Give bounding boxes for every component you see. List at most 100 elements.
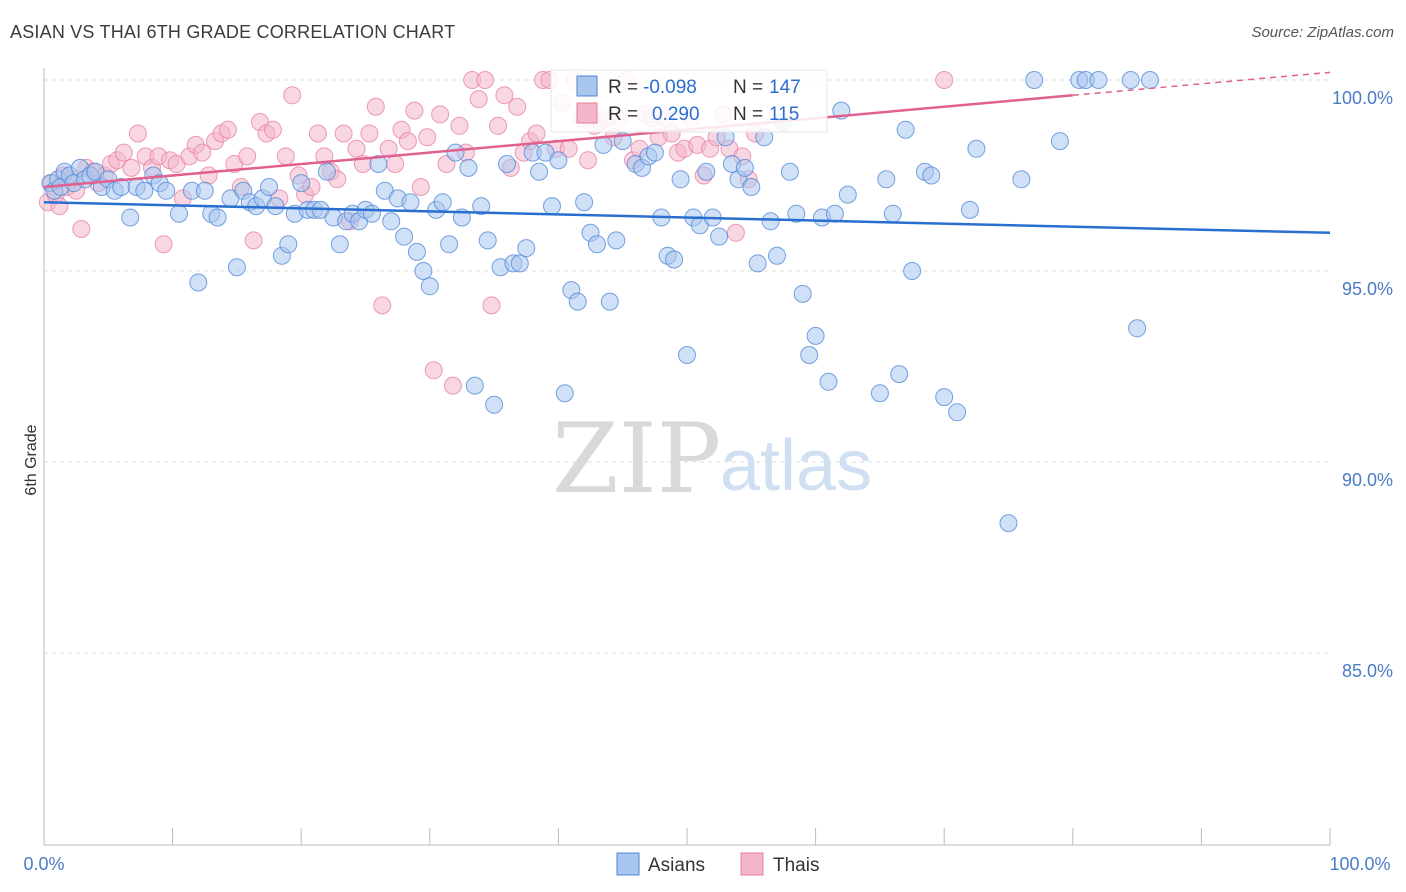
thai-point: [482, 296, 501, 315]
asian-point: [948, 403, 967, 422]
thai-point: [373, 296, 392, 315]
thai-point: [527, 124, 546, 143]
thai-point: [238, 147, 257, 166]
thai-trend-extension: [1072, 71, 1331, 97]
x-tick-label-min: 0.0%: [23, 854, 64, 874]
asian-point: [594, 135, 613, 154]
asian-point: [697, 162, 716, 181]
asian-point: [279, 235, 298, 254]
thai-r-label: R =: [608, 104, 638, 125]
asian-point: [922, 166, 941, 185]
thai-point: [476, 71, 495, 89]
asian-point: [414, 262, 433, 280]
asian-point: [382, 212, 401, 231]
watermark-zip: ZIP: [552, 403, 721, 515]
asian-point: [568, 292, 587, 311]
asian-point: [292, 174, 311, 193]
asian-point: [362, 204, 381, 223]
asian-point: [787, 204, 806, 223]
asian-n-value: 147: [769, 77, 801, 98]
asian-point: [317, 162, 336, 181]
thai-n-value: 115: [769, 104, 799, 125]
thai-point: [443, 376, 462, 395]
asian-point: [665, 250, 684, 269]
x-tick-label-max: 100.0%: [1329, 854, 1390, 874]
asian-point: [407, 242, 426, 261]
y-tick-label: 90.0%: [1342, 470, 1393, 490]
thai-point: [122, 158, 141, 177]
asian-point: [1128, 319, 1147, 338]
asian-point: [960, 200, 979, 219]
asian-point: [121, 208, 140, 227]
thai-point: [489, 116, 507, 135]
asian-point: [530, 162, 549, 181]
asian-point: [600, 292, 619, 311]
asian-point: [260, 178, 278, 196]
asian-point: [877, 170, 896, 189]
thai-point: [469, 90, 488, 109]
watermark: ZIP atlas: [552, 403, 872, 515]
asian-point: [330, 235, 349, 254]
asian-legend-swatch: [576, 75, 598, 97]
asian-point: [1121, 71, 1140, 89]
thai-point: [347, 139, 366, 158]
asian-point: [157, 181, 176, 200]
thai-legend-swatch: [576, 102, 598, 124]
y-tick-label: 100.0%: [1332, 88, 1393, 108]
asian-point: [478, 231, 497, 250]
thai-point: [398, 132, 417, 151]
y-axis-label: 6th Grade: [23, 424, 40, 495]
legend-label-thais: Thais: [773, 855, 819, 876]
asian-point: [189, 273, 208, 292]
asian-point: [1012, 170, 1031, 189]
source-credit: Source: ZipAtlas.com: [1251, 24, 1394, 41]
asian-point: [440, 235, 459, 254]
legend-label-asians: Asians: [648, 855, 705, 876]
thai-point: [424, 361, 443, 380]
asian-point: [768, 246, 786, 265]
thai-point: [495, 86, 514, 105]
thai-point: [128, 124, 147, 143]
asian-point: [543, 197, 561, 216]
asian-point: [678, 346, 696, 364]
asian-point: [549, 151, 568, 170]
asian-point: [671, 170, 690, 189]
asian-point: [793, 284, 812, 303]
thai-point: [50, 197, 69, 216]
thai-point: [334, 124, 353, 143]
legend-swatch-thais: [740, 852, 764, 876]
trend-lines: [43, 71, 1331, 235]
asian-point: [935, 388, 954, 407]
thai-point: [154, 235, 173, 254]
thai-n-label: N =: [733, 104, 763, 125]
thai-point: [579, 151, 597, 170]
y-tick-label: 85.0%: [1342, 661, 1393, 681]
asian-point: [607, 231, 626, 250]
thai-point: [366, 97, 385, 116]
thai-point: [411, 178, 430, 196]
asian-point: [1089, 71, 1108, 89]
asian-point: [890, 365, 909, 384]
asian-point: [369, 155, 388, 173]
thai-point: [726, 223, 745, 242]
asian-point: [838, 185, 857, 204]
asian-point: [420, 277, 439, 296]
asian-point: [472, 197, 491, 216]
asian-point: [195, 181, 214, 200]
thai-point: [72, 220, 91, 238]
thai-trend-line: [43, 94, 1073, 189]
thai-point: [450, 116, 469, 135]
thai-point: [263, 120, 282, 139]
asian-point: [967, 139, 986, 158]
thai-point: [508, 97, 527, 116]
asian-point: [465, 376, 484, 395]
asian-point: [208, 208, 227, 227]
thai-point: [431, 105, 450, 124]
thai-point: [199, 166, 218, 185]
asian-point: [735, 158, 754, 177]
thai-point: [360, 124, 379, 143]
thai-point: [114, 143, 133, 162]
asian-point: [800, 346, 819, 364]
thai-point: [218, 120, 237, 139]
